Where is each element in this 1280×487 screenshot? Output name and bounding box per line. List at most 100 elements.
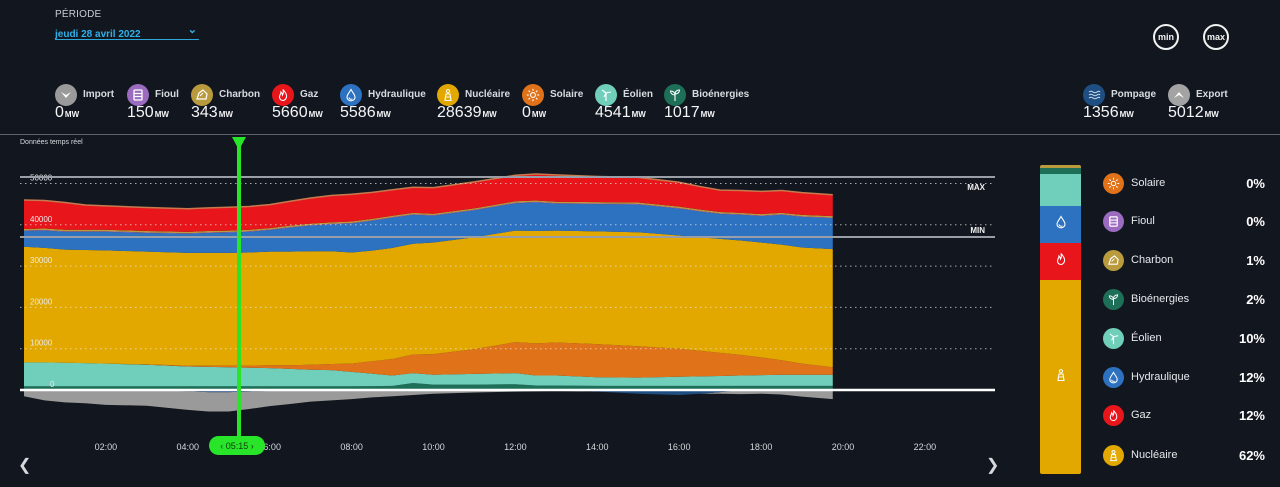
mix-name: Solaire <box>1131 177 1166 189</box>
area-bioenergies <box>24 382 833 390</box>
mix-name: Hydraulique <box>1131 371 1190 383</box>
area-eolien <box>24 362 833 387</box>
production-chart: 01000020000300004000050000MAXMIN02:0004:… <box>20 137 995 450</box>
sprout-icon <box>1103 289 1124 310</box>
source-value: 1017MW <box>664 104 715 122</box>
waves-icon <box>1083 84 1105 106</box>
unit-label: MW <box>1204 110 1219 119</box>
water-drop-icon <box>1054 213 1068 236</box>
source-name: Gaz <box>300 89 319 100</box>
flame-icon <box>272 84 294 106</box>
x-tick-label: 16:00 <box>668 442 691 450</box>
unit-label: MW <box>531 110 547 119</box>
mix-percent: 0% <box>1246 176 1265 191</box>
chevron-right-icon: › <box>248 440 254 451</box>
x-tick-label: 18:00 <box>750 442 773 450</box>
area-gaz <box>24 174 833 232</box>
source-value: 5586MW <box>340 104 391 122</box>
area-hydraulique <box>24 202 833 253</box>
mix-bar-segment-hydraulique <box>1040 205 1081 243</box>
x-tick-label: 14:00 <box>586 442 609 450</box>
source-name: Solaire <box>550 89 584 100</box>
date-select-value: jeudi 28 avril 2022 <box>55 29 141 40</box>
chevron-left-icon: ‹ <box>220 440 226 451</box>
next-day-arrow[interactable]: ❯ <box>986 457 1000 474</box>
mix-row-hydraulique: Hydraulique 12% <box>1103 367 1265 389</box>
flame-icon <box>1103 405 1124 426</box>
source-mw: 0 <box>522 104 531 121</box>
x-tick-label: 06:00 <box>258 442 281 450</box>
sun-icon <box>1103 173 1124 194</box>
mix-bar-segment-eolien <box>1040 174 1081 206</box>
unit-label: MW <box>631 110 646 119</box>
y-tick-label: 30000 <box>30 256 53 265</box>
source-value: 150MW <box>127 104 169 122</box>
time-cursor-marker <box>231 137 246 150</box>
chevron-up-icon <box>1168 84 1190 106</box>
coal-icon <box>1103 250 1124 271</box>
source-mw: 150 <box>127 104 154 121</box>
exchange-value: 5012MW <box>1168 104 1219 122</box>
mix-row-charbon: Charbon 1% <box>1103 250 1265 272</box>
mix-row-solaire: Solaire 0% <box>1103 173 1265 195</box>
mix-name: Charbon <box>1131 254 1174 266</box>
mix-percent: 2% <box>1246 292 1265 307</box>
time-cursor-handle[interactable]: ‹ 05:15 › <box>209 436 265 455</box>
exchange-value: 1356MW <box>1083 104 1134 122</box>
cursor-time: 05:15 <box>225 440 249 451</box>
source-mw: 1017 <box>664 104 700 121</box>
sprout-icon <box>664 84 686 106</box>
water-drop-icon <box>1103 367 1124 388</box>
nuclear-plant-icon <box>1103 445 1124 466</box>
water-drop-icon <box>340 84 362 106</box>
source-name: Nucléaire <box>465 89 511 100</box>
exchange-name: Export <box>1196 89 1228 100</box>
mix-percent: 12% <box>1238 370 1265 385</box>
chart-note: Données temps réel <box>20 139 83 146</box>
x-tick-label: 10:00 <box>422 442 445 450</box>
area-nucleaire <box>24 230 833 368</box>
source-name: Import <box>83 89 115 100</box>
divider <box>0 134 1280 135</box>
y-tick-label: 40000 <box>30 215 53 224</box>
source-mw: 4541 <box>595 104 631 121</box>
x-tick-label: 08:00 <box>340 442 363 450</box>
area-export <box>24 390 833 412</box>
oil-barrel-icon <box>127 84 149 106</box>
nuclear-plant-icon <box>1054 366 1068 389</box>
mix-row-eolien: Éolien 10% <box>1103 328 1265 350</box>
unit-label: MW <box>64 110 80 119</box>
unit-label: MW <box>308 110 323 119</box>
min-button[interactable]: min <box>1153 24 1179 50</box>
date-select[interactable]: jeudi 28 avril 2022 ⌄ <box>55 24 199 40</box>
source-value: 343MW <box>191 104 233 122</box>
unit-label: MW <box>218 110 233 119</box>
x-tick-label: 22:00 <box>914 442 937 450</box>
y-tick-label: 10000 <box>30 339 53 348</box>
mix-percent: 10% <box>1238 331 1265 346</box>
exchange-mw: 1356 <box>1083 104 1119 121</box>
reference-label-min: MIN <box>970 226 985 235</box>
reference-label-max: MAX <box>967 183 985 192</box>
source-mw: 0 <box>55 104 64 121</box>
source-name: Charbon <box>219 89 261 100</box>
max-button[interactable]: max <box>1203 24 1229 50</box>
area-solaire <box>24 342 833 378</box>
mix-percent: 1% <box>1246 253 1265 268</box>
unit-label: MW <box>154 110 169 119</box>
mix-bar-segment-gaz <box>1040 243 1081 281</box>
chevron-down-icon <box>55 84 77 106</box>
unit-label: MW <box>482 110 497 119</box>
source-value: 28639MW <box>437 104 497 122</box>
y-tick-label: 20000 <box>30 297 53 306</box>
flame-icon <box>1054 250 1068 273</box>
source-value: 4541MW <box>595 104 646 122</box>
previous-day-arrow[interactable]: ❮ <box>18 457 32 474</box>
nuclear-plant-icon <box>437 84 459 106</box>
exchange-name: Pompage <box>1111 89 1157 100</box>
unit-label: MW <box>700 110 715 119</box>
total-line <box>23 173 833 210</box>
source-name: Bioénergies <box>692 89 750 100</box>
mix-name: Bioénergies <box>1131 293 1190 305</box>
source-value: 5660MW <box>272 104 323 122</box>
